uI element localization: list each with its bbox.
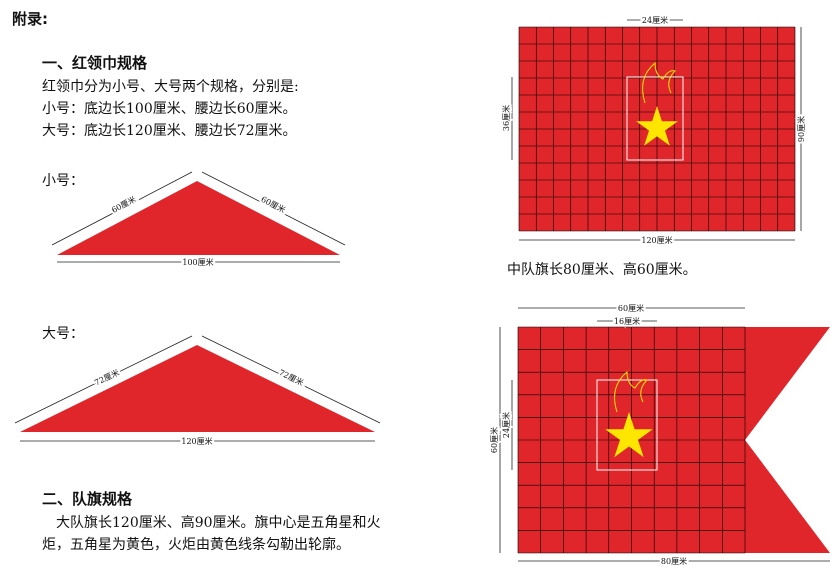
label: 小号： — [42, 173, 84, 189]
text: 大队旗长120厘米、高90厘米。旗中心是五角星和火炬，五角星为黄色，火炬由黄色线… — [42, 515, 381, 553]
text: 红领巾分为小号、大号两个规格，分别是: — [42, 79, 299, 95]
title: 附录: — [12, 10, 48, 28]
dim-label: 60厘米 — [489, 427, 499, 453]
dim-label: 36厘米 — [501, 105, 511, 131]
torch — [642, 61, 676, 104]
dim-label: 80厘米 — [661, 556, 687, 566]
heading: 一、红领巾规格 — [42, 54, 148, 72]
dim-label: 16厘米 — [614, 316, 640, 326]
star — [636, 106, 678, 146]
dim-label: 60厘米 — [259, 194, 287, 215]
scarf-shape — [57, 181, 340, 255]
dim-label: 72厘米 — [93, 367, 121, 387]
dim-label: 120厘米 — [181, 436, 212, 446]
heading: 二、队旗规格 — [42, 490, 133, 508]
dim-label: 120厘米 — [641, 235, 672, 245]
center-box — [596, 379, 658, 471]
dim-line — [51, 171, 193, 246]
text: 小号：底边长100厘米、腰边长60厘米。 — [42, 101, 297, 117]
brigade-flag: 24厘米 36厘米 90厘米 120厘米 — [499, 13, 808, 247]
star — [605, 412, 653, 458]
text: 大号：底边长120厘米、腰边长72厘米。 — [42, 123, 297, 139]
large-scarf: 120厘米 72厘米 72厘米 — [14, 335, 381, 448]
center-box — [626, 76, 684, 161]
squadron-flag: 60厘米 16厘米 60厘米 24厘米 80厘米 — [487, 301, 830, 568]
dim-label: 60厘米 — [110, 194, 138, 215]
dim-label: 60厘米 — [618, 303, 644, 313]
dim-label: 90厘米 — [796, 116, 806, 142]
text: 中队旗长80厘米、高60厘米。 — [507, 262, 697, 278]
small-scarf: 100厘米 60厘米 60厘米 — [51, 171, 346, 269]
dim-label: 100厘米 — [182, 257, 213, 267]
dim-line — [201, 335, 381, 424]
torch — [614, 370, 648, 413]
label: 大号： — [42, 326, 84, 342]
dim-line — [201, 171, 346, 246]
dim-line — [14, 335, 193, 424]
scarf-shape — [20, 345, 375, 432]
dim-label: 24厘米 — [501, 412, 511, 438]
dim-label: 72厘米 — [277, 367, 305, 387]
dim-label: 24厘米 — [642, 15, 668, 25]
